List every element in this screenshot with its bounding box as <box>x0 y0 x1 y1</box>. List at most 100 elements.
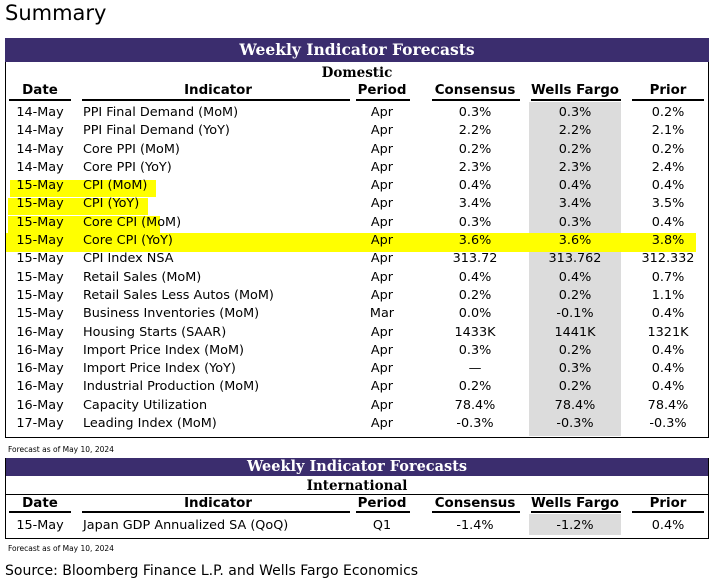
cell-date: 15-May <box>16 269 64 285</box>
page-title: Summary <box>5 1 107 25</box>
cell-indicator: Capacity Utilization <box>83 397 208 413</box>
cell-date: 16-May <box>16 342 64 358</box>
highlight-core-cpi-mom <box>8 216 160 233</box>
domestic-subtitle: Domestic <box>321 65 393 81</box>
cell-period: Apr <box>370 141 394 157</box>
cell-prior: 2.4% <box>651 159 685 175</box>
cell-indicator: Leading Index (MoM) <box>83 416 217 432</box>
cell-date: 16-May <box>16 379 64 395</box>
cell-prior: 0.2% <box>651 141 685 157</box>
table-row: 15-May CPI (MoM) Apr 0.4% 0.4% 0.4% <box>5 177 709 195</box>
cell-wells-fargo: 0.4% <box>558 178 592 194</box>
international-subtitle: International <box>306 478 408 494</box>
cell-wells-fargo: 2.3% <box>558 159 592 175</box>
cell-indicator: PPI Final Demand (MoM) <box>83 105 239 120</box>
table-row: 16-May Capacity Utilization Apr 78.4% 78.4% 7… <box>5 397 709 415</box>
cell-prior: -0.3% <box>649 416 687 432</box>
cell-date: 14-May <box>16 105 64 120</box>
cell-indicator: PPI Final Demand (YoY) <box>83 123 230 139</box>
cell-period: Apr <box>370 123 394 139</box>
cell-prior: 0.4% <box>651 518 685 533</box>
cell-period: Q1 <box>372 518 392 533</box>
cell-period: Apr <box>370 416 394 432</box>
header-wells-fargo: Wells Fargo <box>531 83 619 98</box>
header-period: Period <box>357 496 407 511</box>
cell-date: 15-May <box>16 306 64 322</box>
table-row: 14-May PPI Final Demand (MoM) Apr 0.3% 0.3% 0… <box>5 104 709 122</box>
cell-consensus: 78.4% <box>454 397 496 413</box>
table-row: 14-May Core PPI (YoY) Apr 2.3% 2.3% 2.4% <box>5 159 709 177</box>
header-date: Date <box>22 496 58 511</box>
cell-date: 17-May <box>16 416 64 432</box>
rule-consensus <box>432 99 520 101</box>
cell-period: Apr <box>370 287 394 303</box>
rule-wells-fargo <box>531 99 621 101</box>
cell-indicator: CPI Index NSA <box>83 251 174 267</box>
header-indicator: Indicator <box>184 496 252 511</box>
rule-indicator <box>82 99 350 101</box>
cell-indicator: Import Price Index (YoY) <box>83 361 236 377</box>
rule-prior <box>632 99 704 101</box>
cell-period: Apr <box>370 269 394 285</box>
cell-date: 15-May <box>16 251 64 267</box>
table-row: 16-May Import Price Index (YoY) Apr — 0.3% 0.… <box>5 360 709 378</box>
header-indicator: Indicator <box>184 83 252 98</box>
cell-wells-fargo: 0.2% <box>558 287 592 303</box>
cell-wells-fargo: -0.1% <box>556 306 594 322</box>
cell-prior: 0.4% <box>651 342 685 358</box>
cell-period: Apr <box>370 379 394 395</box>
cell-prior: 0.7% <box>651 269 685 285</box>
cell-indicator: Import Price Index (MoM) <box>83 342 245 358</box>
cell-date: 16-May <box>16 361 64 377</box>
table-row: 14-May PPI Final Demand (YoY) Apr 2.2% 2.2% 2… <box>5 122 709 140</box>
cell-prior: 0.4% <box>651 379 685 395</box>
table-row: 15-May CPI Index NSA Apr 313.72 313.762 312.3… <box>5 250 709 268</box>
cell-period: Apr <box>370 251 394 267</box>
cell-consensus: 313.72 <box>452 251 498 267</box>
header-wells-fargo: Wells Fargo <box>531 496 619 511</box>
cell-prior: 3.5% <box>651 196 685 212</box>
table-row: 15-May Retail Sales (MoM) Apr 0.4% 0.4% 0.7% <box>5 269 709 287</box>
table-row: 15-May Core CPI (YoY) Apr 3.6% 3.6% 3.8% <box>5 232 709 250</box>
cell-indicator: CPI (YoY) <box>83 196 140 212</box>
highlight-core-cpi-yoy <box>6 233 696 252</box>
cell-prior: 2.1% <box>651 123 685 139</box>
table-row: 14-May Core PPI (MoM) Apr 0.2% 0.2% 0.2% <box>5 141 709 159</box>
header-period: Period <box>357 83 407 98</box>
table-row: 16-May Import Price Index (MoM) Apr 0.3% 0.2… <box>5 342 709 360</box>
highlight-cpi-yoy <box>8 198 148 215</box>
domestic-table: Date Indicator Period Consensus Wells Fa… <box>5 82 709 433</box>
cell-indicator: Housing Starts (SAAR) <box>83 324 227 340</box>
table-row: 17-May Leading Index (MoM) Apr -0.3% -0.3% -0… <box>5 415 709 433</box>
international-rows: 15-May Japan GDP Annualized SA (QoQ) Q1 -1.… <box>5 517 709 535</box>
intl-rule-consensus <box>432 511 520 513</box>
intl-wells-fargo-shade <box>529 514 621 535</box>
cell-date: 14-May <box>16 123 64 139</box>
cell-consensus: 3.4% <box>458 196 492 212</box>
cell-consensus: 0.0% <box>458 306 492 322</box>
source-note: Source: Bloomberg Finance L.P. and Wells… <box>5 563 419 579</box>
intl-subtitle-rule <box>5 494 709 495</box>
cell-prior: 78.4% <box>647 397 689 413</box>
rule-period <box>356 99 410 101</box>
cell-consensus: 2.2% <box>458 123 492 139</box>
international-footnote: Forecast as of May 10, 2024 <box>8 544 114 553</box>
intl-rule-prior <box>632 511 704 513</box>
cell-prior: 0.4% <box>651 361 685 377</box>
cell-consensus: 0.3% <box>458 214 492 230</box>
cell-wells-fargo: -1.2% <box>556 518 594 533</box>
cell-consensus: -1.4% <box>456 518 494 533</box>
table-row: 16-May Industrial Production (MoM) Apr 0.2%… <box>5 378 709 396</box>
cell-date: 15-May <box>16 233 64 249</box>
cell-prior: 3.8% <box>651 233 685 249</box>
cell-date: 16-May <box>16 397 64 413</box>
intl-rule-date <box>9 511 71 513</box>
cell-period: Mar <box>369 306 395 322</box>
cell-period: Apr <box>370 214 394 230</box>
cell-consensus: -0.3% <box>456 416 494 432</box>
domestic-rows: 14-May PPI Final Demand (MoM) Apr 0.3% 0.3% 0… <box>5 104 709 433</box>
frame-right <box>708 38 709 438</box>
cell-consensus: 0.4% <box>458 178 492 194</box>
cell-date: 15-May <box>16 214 64 230</box>
cell-indicator: Core CPI (MoM) <box>83 214 182 230</box>
